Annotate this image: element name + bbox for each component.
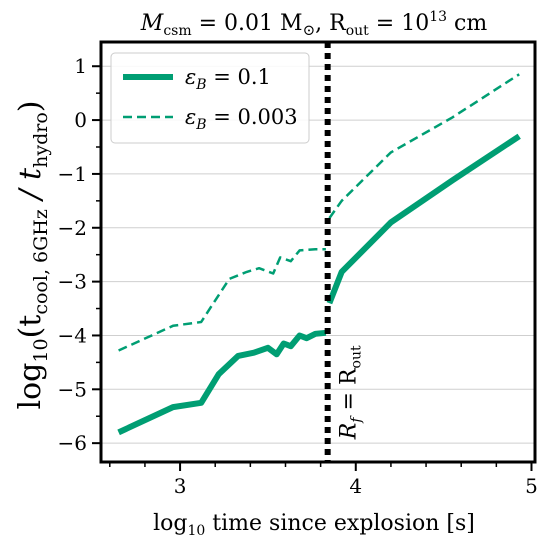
vertical-line-label: Rf = Rout (337, 345, 365, 440)
y-tick-label: −6 (58, 431, 87, 455)
series-line (117, 329, 327, 436)
y-tick-label: 0 (74, 108, 87, 132)
legend-label: εB = 0.1 (185, 65, 271, 93)
series-line (326, 133, 521, 305)
x-tick-label: 5 (525, 474, 538, 498)
x-tick-label: 3 (174, 474, 187, 498)
y-tick-label: −4 (58, 323, 87, 347)
axis-ticks: −6 −5 −4 −3 −2 −1 0 1 3 4 5 (58, 54, 538, 498)
plot-frame (99, 40, 537, 464)
y-tick-label: −3 (58, 270, 87, 294)
y-tick-label: 1 (74, 54, 87, 78)
svg-text:log10 time since explosion [s]: log10 time since explosion [s] (153, 511, 475, 539)
legend: εB = 0.1 εB = 0.003 (110, 52, 310, 144)
y-tick-label: −1 (58, 162, 87, 186)
x-axis-label: log10 time since explosion [s] (153, 511, 475, 539)
series-line (328, 73, 520, 219)
svg-text:Mcsm = 0.01 M⊙, Rout = 1013 c: Mcsm = 0.01 M⊙, Rout = 1013 cm (140, 9, 488, 39)
legend-label: εB = 0.003 (185, 105, 298, 133)
series-layer (117, 73, 521, 436)
y-axis-label: log10(tcool, 6GHz / thydro) (13, 101, 52, 410)
y-tick-label: −5 (58, 377, 87, 401)
x-tick-label: 4 (349, 474, 362, 498)
series-0.003 (118, 73, 520, 352)
series-line (118, 248, 326, 352)
y-tick-label: −2 (58, 216, 87, 240)
chart-title: Mcsm = 0.01 M⊙, Rout = 1013 cm (140, 9, 488, 39)
svg-text:Rf = Rout: Rf = Rout (337, 345, 365, 440)
svg-text:log10(tcool, 6GHz / thydro): log10(tcool, 6GHz / thydro) (13, 101, 52, 410)
series-0.1 (117, 133, 521, 436)
